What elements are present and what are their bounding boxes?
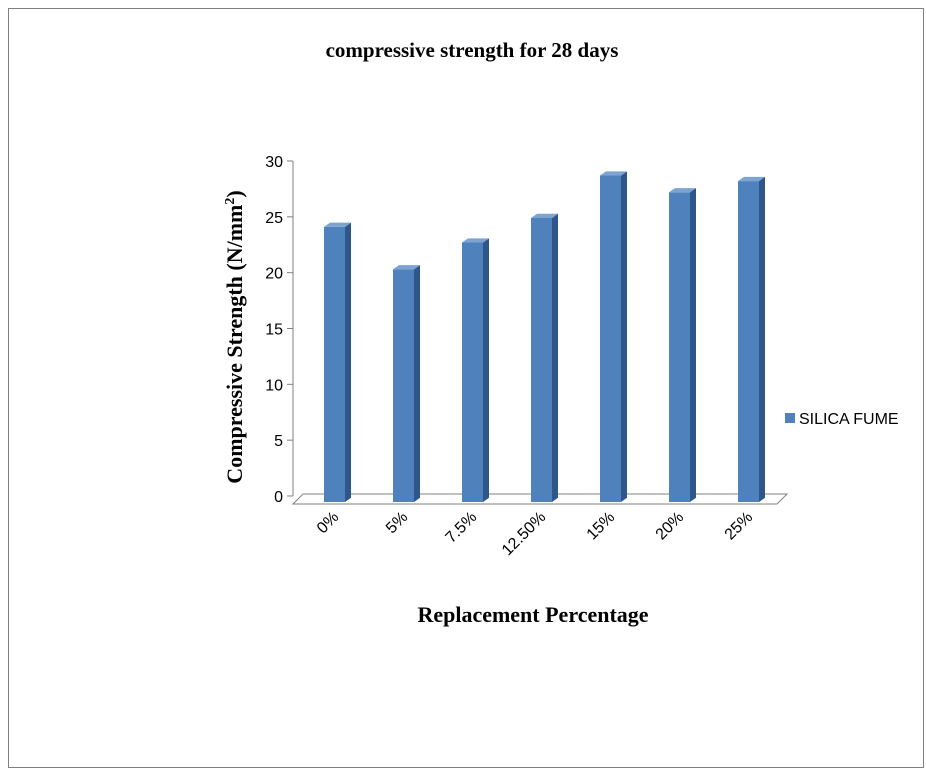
bar-top	[531, 213, 558, 218]
y-tick-label: 20	[265, 266, 283, 283]
bar-side	[621, 171, 627, 503]
x-tick-label: 7.5%	[443, 509, 481, 547]
x-axis-title: Replacement Percentage	[417, 602, 648, 627]
y-tick-label: 25	[265, 210, 283, 227]
bar	[462, 238, 489, 503]
bar	[669, 188, 696, 503]
chart-title: compressive strength for 28 days	[326, 38, 619, 62]
bar	[324, 222, 351, 502]
bar-top	[462, 238, 489, 243]
x-tick-label: 15%	[584, 509, 619, 544]
bar-front	[324, 226, 345, 502]
x-tick-label: 12.50%	[499, 509, 549, 559]
bar-top	[393, 265, 420, 270]
y-tick-label: 30	[265, 154, 283, 171]
x-tick-labels: 0% 5% 7.5% 12.50% 15% 20% 25%	[314, 509, 756, 559]
bar-front	[531, 217, 552, 502]
bar-top	[600, 171, 627, 176]
x-tick-label: 20%	[653, 509, 688, 544]
bar-front	[600, 175, 621, 502]
y-axis-title: Compressive Strength (N/mm2)	[222, 190, 247, 483]
chart-frame: compressive strength for 28 days 0 5 10 15 2…	[8, 8, 924, 768]
bar-side	[552, 213, 558, 502]
chart: compressive strength for 28 days 0 5 10 15 2…	[222, 38, 899, 627]
x-tick-label: 0%	[314, 509, 342, 537]
bar-front	[669, 192, 690, 502]
bar-side	[345, 222, 351, 502]
bar	[393, 265, 420, 502]
bars	[324, 171, 765, 503]
y-tick-label: 10	[265, 377, 283, 394]
bar-side	[483, 238, 489, 503]
bar	[531, 213, 558, 502]
bar-side	[759, 176, 765, 502]
bar-top	[669, 188, 696, 193]
y-tick-label: 15	[265, 322, 283, 339]
y-axis-title-suffix: )	[222, 190, 247, 197]
axes	[287, 160, 789, 505]
bar-front	[393, 269, 414, 502]
bar	[738, 176, 765, 502]
x-tick-label: 25%	[722, 509, 757, 544]
y-tick-label: 5	[274, 433, 283, 450]
chart-floor	[291, 493, 789, 505]
y-axis-title-sup: 2	[223, 198, 238, 205]
x-tick-label: 5%	[383, 509, 411, 537]
bar-top	[324, 222, 351, 227]
bar-side	[690, 188, 696, 503]
bar	[600, 171, 627, 503]
bar-side	[414, 265, 420, 502]
legend-label: SILICA FUME	[799, 411, 899, 428]
y-tick-labels: 0 5 10 15 20 25 30	[265, 154, 283, 506]
bar-top	[738, 176, 765, 182]
y-tick-label: 0	[274, 489, 283, 506]
y-axis-title-main: Compressive Strength (N/mm	[222, 205, 247, 484]
legend: SILICA FUME	[785, 411, 899, 428]
bar-front	[738, 181, 759, 502]
bar-front	[462, 242, 483, 502]
legend-swatch	[785, 413, 795, 423]
